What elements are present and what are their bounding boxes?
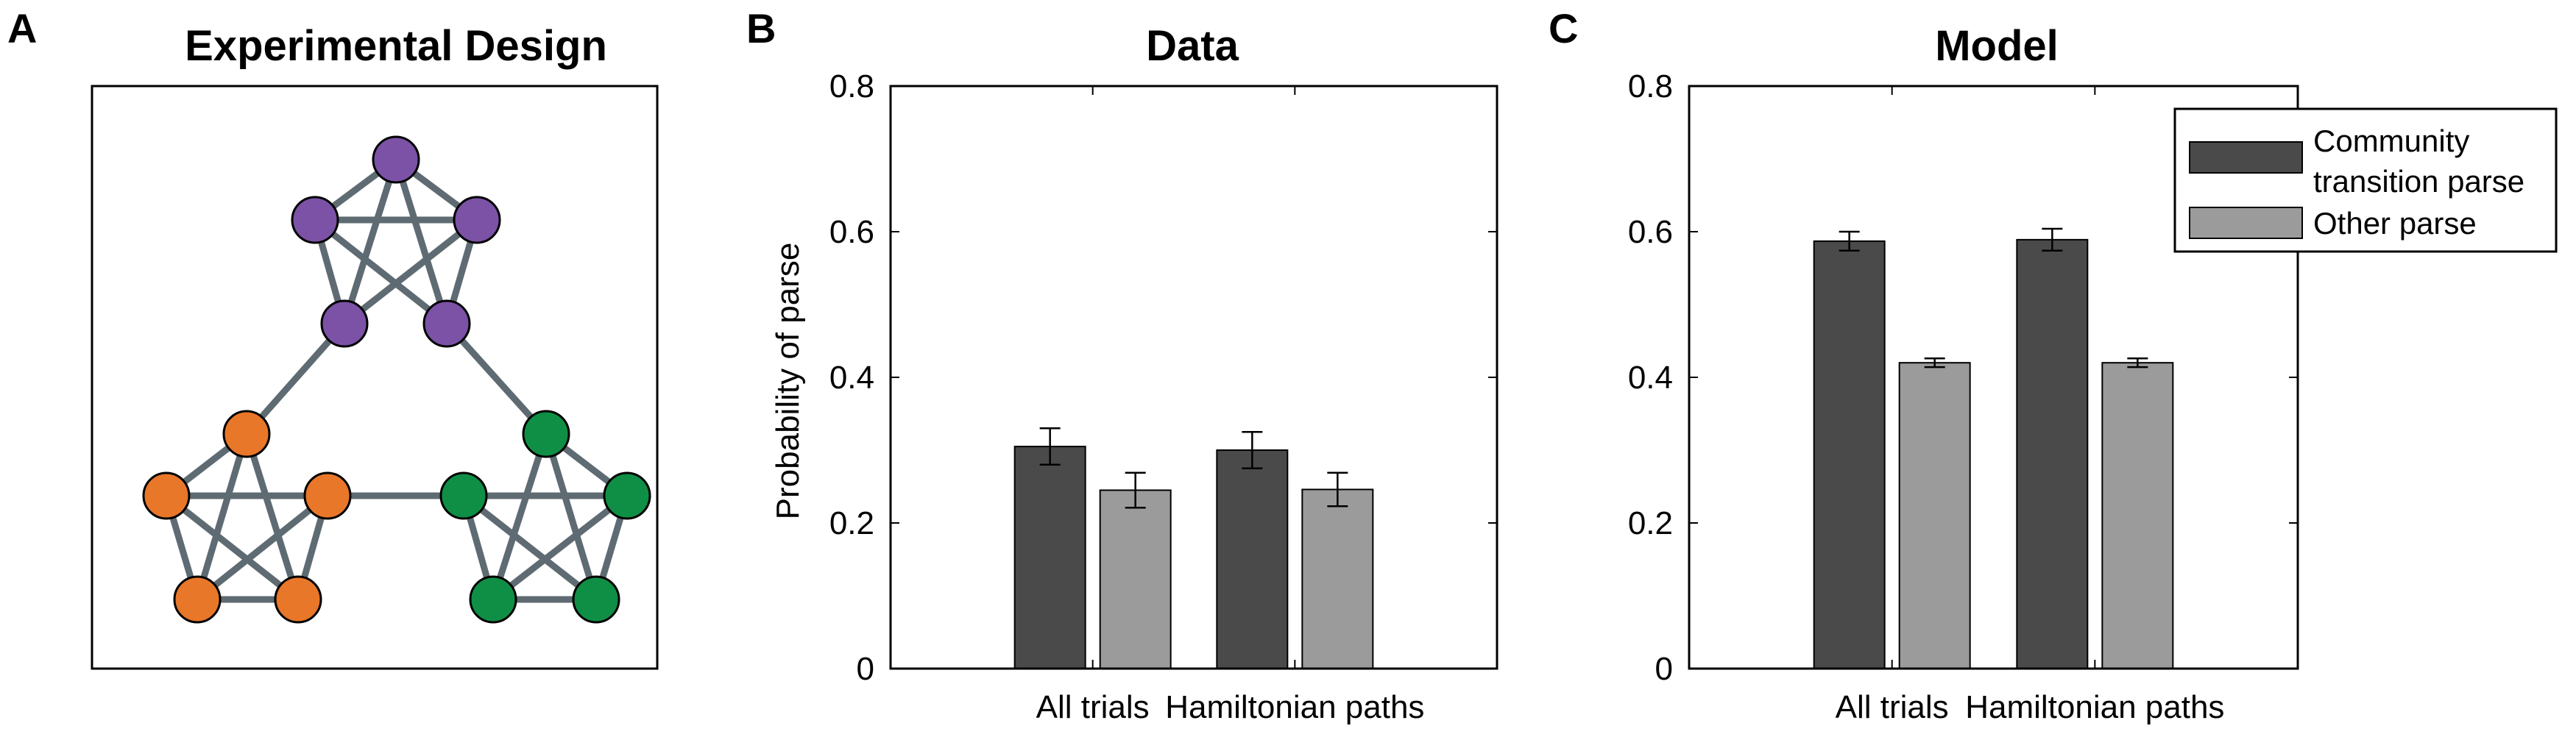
panel-a-title: Experimental Design (185, 22, 607, 70)
panel-c-letter: C (1549, 5, 1578, 51)
network-edge (489, 492, 631, 603)
panel-c-bar-s0-c0 (1813, 240, 1886, 669)
network-node-right (469, 575, 517, 624)
network-edge (163, 492, 302, 603)
network-node-right (439, 471, 488, 520)
network-frame (91, 85, 659, 670)
panel-b-ylabel: Probability of parse (770, 243, 806, 520)
panel-c-title: Model (1935, 22, 2059, 70)
network-node-right (522, 410, 570, 458)
network-edge (243, 320, 348, 438)
panel-b-title: Data (1146, 22, 1239, 70)
network-node-left (222, 410, 271, 458)
panel-b-ytick-label: 0.2 (829, 505, 874, 541)
network-node-left (274, 575, 322, 624)
panel-b-chart: 0 0.2 0.4 0.6 0.8 All trials Hamiltonian paths (829, 68, 1498, 725)
network-node-top (372, 135, 420, 184)
network-edge (194, 492, 331, 603)
network-edge (392, 156, 450, 327)
network-edge (311, 216, 450, 327)
network-edge (341, 156, 400, 327)
network-edge (443, 320, 550, 438)
panel-c-axes-frame (1688, 85, 2299, 670)
network-node-top (453, 196, 501, 244)
panel-c-ytick-label: 0.8 (1628, 68, 1673, 104)
network-edges (163, 156, 631, 603)
network-node-right (603, 471, 651, 520)
panel-a-letter: A (7, 5, 37, 51)
panel-c-bar-s0-c1 (2016, 238, 2089, 669)
panel-b-bar-s1-c0 (1099, 489, 1172, 670)
panel-c-bar-s1-c1 (2101, 362, 2174, 669)
panel-c-xtick-label: Hamiltonian paths (1965, 689, 2224, 725)
network-edge (194, 430, 250, 603)
network-diagram (91, 85, 659, 670)
panel-b-ytick-label: 0 (857, 651, 874, 687)
network-edge (489, 430, 550, 603)
panel-b-ytick-label: 0.6 (829, 214, 874, 250)
panel-c-bar-s1-c0 (1898, 362, 1971, 669)
panel-b-ytick-label: 0.4 (829, 360, 874, 396)
panel-b-ytick-label: 0.8 (829, 68, 874, 104)
panel-c-xtick-label: All trials (1836, 689, 1949, 725)
panel-c-ytick-label: 0.4 (1628, 360, 1673, 396)
legend-label-other: Other parse (2313, 206, 2477, 241)
panel-b-xtick-label: All trials (1036, 689, 1150, 725)
legend-label-community-line2: transition parse (2313, 164, 2524, 199)
network-node-left (303, 471, 352, 520)
legend-label-community-line1: Community (2313, 124, 2469, 158)
network-edge (243, 430, 302, 603)
panel-c-ytick-label: 0 (1655, 651, 1673, 687)
network-node-left (173, 575, 222, 624)
network-node-right (572, 575, 620, 624)
network-node-top (291, 196, 339, 244)
network-edge (460, 492, 600, 603)
network-nodes (142, 135, 651, 624)
panel-c-ytick-label: 0.2 (1628, 505, 1673, 541)
network-node-top (320, 299, 369, 348)
panel-b-bar-s0-c0 (1013, 446, 1086, 669)
panel-b-xtick-label: Hamiltonian paths (1165, 689, 1424, 725)
legend: Community transition parse Other parse (2173, 107, 2558, 253)
panel-b-bar-s1-c1 (1301, 488, 1374, 670)
network-edge (542, 430, 600, 603)
panel-c-ytick-label: 0.6 (1628, 214, 1673, 250)
panel-b-axes-frame (889, 85, 1498, 670)
legend-swatch-other (2189, 207, 2303, 239)
panel-c-chart: 0 0.2 0.4 0.6 0.8 All trials Hamiltonian paths (1628, 68, 2299, 725)
legend-swatch-community (2189, 141, 2303, 174)
panel-b-bar-s0-c1 (1216, 449, 1289, 669)
network-node-left (142, 471, 191, 520)
network-edge (341, 216, 481, 327)
network-node-top (422, 299, 471, 348)
panel-b-letter: B (746, 5, 776, 51)
